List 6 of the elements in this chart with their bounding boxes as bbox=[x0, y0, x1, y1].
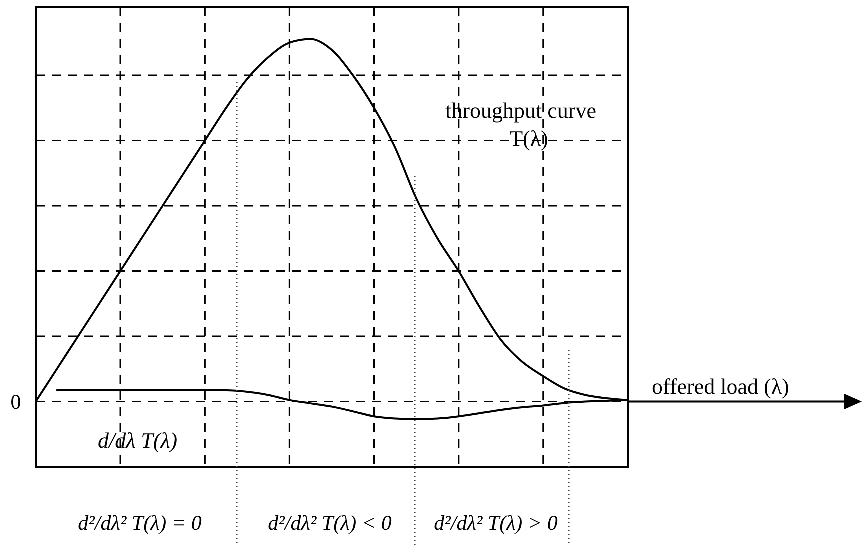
x-axis-title: offered load (λ) bbox=[652, 374, 790, 399]
series-label: d/dλ T(λ) bbox=[98, 428, 178, 453]
text: d²/dλ² T(λ) < 0 bbox=[268, 511, 392, 535]
text: d²/dλ² T(λ) = 0 bbox=[78, 511, 202, 535]
text: d²/dλ² T(λ) > 0 bbox=[434, 511, 558, 535]
text: 0 bbox=[10, 390, 22, 414]
